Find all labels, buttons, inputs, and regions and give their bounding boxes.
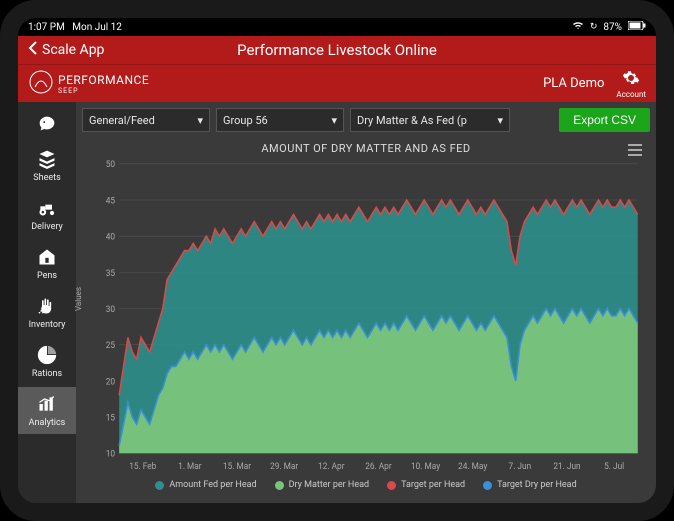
- svg-text:15. Feb: 15. Feb: [129, 462, 156, 472]
- battery-percent: 87%: [603, 22, 622, 33]
- sidebar-item-label: Analytics: [29, 418, 66, 428]
- logo: PERFORMANCE SEEP: [28, 69, 149, 99]
- logo-icon: [28, 69, 54, 99]
- svg-text:10: 10: [106, 449, 115, 459]
- status-bar: 1:07 PM Mon Jul 12 ↻ 87%: [18, 18, 656, 36]
- svg-text:5. Jul: 5. Jul: [604, 462, 624, 472]
- filter-group-select[interactable]: Group 56 ▾: [216, 108, 344, 132]
- wifi-icon: [572, 21, 584, 33]
- svg-text:10. May: 10. May: [411, 462, 441, 472]
- svg-text:7. Jun: 7. Jun: [509, 462, 532, 472]
- account-label: Account: [616, 90, 646, 99]
- chart-title: AMOUNT OF DRY MATTER AND AS FED: [86, 142, 646, 155]
- tablet-frame: 1:07 PM Mon Jul 12 ↻ 87% Scale App Perfo…: [0, 0, 674, 521]
- sidebar: Sheets Delivery Pens Inventory Rations Analyt…: [18, 102, 76, 503]
- barn-icon: [34, 246, 60, 268]
- sidebar-item-analytics[interactable]: Analytics: [18, 387, 76, 434]
- gear-icon: [622, 69, 640, 89]
- caret-down-icon: ▾: [497, 114, 503, 127]
- sidebar-item-label: Delivery: [31, 222, 63, 232]
- legend-label: Target per Head: [401, 480, 465, 490]
- svg-text:35: 35: [106, 268, 115, 278]
- pig-icon: [34, 112, 60, 134]
- sidebar-item-pens[interactable]: Pens: [18, 240, 76, 287]
- svg-text:45: 45: [106, 196, 115, 206]
- sidebar-item-label: Pens: [37, 271, 57, 281]
- sidebar-item-label: Inventory: [29, 320, 66, 330]
- legend-item-dry-matter[interactable]: Dry Matter per Head: [275, 480, 370, 490]
- sidebar-item-label: Rations: [32, 369, 62, 379]
- legend-item-target[interactable]: Target per Head: [387, 480, 465, 490]
- caret-down-icon: ▾: [331, 114, 337, 127]
- chart-ylabel: Values: [74, 287, 83, 311]
- sheets-icon: [34, 148, 60, 170]
- orientation-lock-icon: ↻: [590, 22, 598, 32]
- tractor-icon: [34, 197, 60, 219]
- back-label: Scale App: [42, 42, 104, 58]
- filter-category-select[interactable]: General/Feed ▾: [82, 108, 210, 132]
- sidebar-item-rations[interactable]: Rations: [18, 338, 76, 385]
- account-button[interactable]: Account: [616, 69, 646, 99]
- logo-text: PERFORMANCE: [58, 73, 149, 87]
- legend-label: Dry Matter per Head: [289, 480, 370, 490]
- svg-text:21. Jun: 21. Jun: [553, 462, 580, 472]
- export-csv-button[interactable]: Export CSV: [559, 108, 650, 132]
- svg-text:40: 40: [106, 232, 115, 242]
- legend-swatch: [483, 481, 492, 490]
- svg-text:26. Apr: 26. Apr: [365, 462, 391, 472]
- logo-subtext: SEEP: [58, 87, 149, 95]
- legend-label: Target Dry per Head: [497, 480, 577, 490]
- sidebar-item-sheets[interactable]: Sheets: [18, 142, 76, 189]
- filter-metric-value: Dry Matter & As Fed (p: [357, 114, 467, 127]
- filter-group-value: Group 56: [223, 114, 268, 127]
- legend-swatch: [275, 481, 284, 490]
- app-title: Performance Livestock Online: [18, 41, 656, 59]
- subheader: PERFORMANCE SEEP PLA Demo Account: [18, 64, 656, 102]
- svg-text:12. Apr: 12. Apr: [318, 462, 344, 472]
- pie-icon: [34, 344, 60, 366]
- sidebar-item-label: Sheets: [33, 173, 60, 183]
- back-button[interactable]: Scale App: [28, 41, 104, 59]
- svg-text:29. Mar: 29. Mar: [270, 462, 298, 472]
- status-date: Mon Jul 12: [72, 22, 122, 33]
- chart-menu-icon[interactable]: [628, 144, 642, 156]
- chevron-left-icon: [28, 41, 38, 59]
- chart-svg: 10 15 20 25 30 35 40 45 50 15. Feb 1. Mar 15. Mar 29…: [86, 157, 646, 476]
- status-time: 1:07 PM: [28, 22, 65, 33]
- legend-label: Amount Fed per Head: [169, 480, 256, 490]
- filter-category-value: General/Feed: [89, 114, 155, 127]
- svg-text:20: 20: [106, 377, 115, 387]
- sidebar-item-inventory[interactable]: Inventory: [18, 289, 76, 336]
- svg-text:15: 15: [106, 413, 115, 423]
- svg-text:24. May: 24. May: [458, 462, 488, 472]
- sidebar-item-pig[interactable]: [18, 106, 76, 140]
- svg-text:50: 50: [106, 160, 115, 170]
- legend-swatch: [387, 481, 396, 490]
- svg-text:1. Mar: 1. Mar: [178, 462, 201, 472]
- filter-bar: General/Feed ▾ Group 56 ▾ Dry Matter & A…: [76, 102, 656, 138]
- svg-text:25: 25: [106, 341, 115, 351]
- hand-icon: [34, 295, 60, 317]
- filter-metric-select[interactable]: Dry Matter & As Fed (p ▾: [350, 108, 510, 132]
- legend-item-target-dry[interactable]: Target Dry per Head: [483, 480, 577, 490]
- chart-panel: AMOUNT OF DRY MATTER AND AS FED Values 1…: [76, 138, 656, 503]
- svg-text:30: 30: [106, 305, 115, 315]
- chart-icon: [34, 393, 60, 415]
- svg-text:15. Mar: 15. Mar: [223, 462, 251, 472]
- export-csv-label: Export CSV: [573, 113, 636, 127]
- user-label[interactable]: PLA Demo: [543, 76, 604, 91]
- content-area: General/Feed ▾ Group 56 ▾ Dry Matter & A…: [76, 102, 656, 503]
- legend-item-amount-fed[interactable]: Amount Fed per Head: [155, 480, 256, 490]
- sidebar-item-delivery[interactable]: Delivery: [18, 191, 76, 238]
- battery-icon: [628, 21, 646, 33]
- legend-swatch: [155, 481, 164, 490]
- caret-down-icon: ▾: [197, 114, 203, 127]
- chart-legend: Amount Fed per Head Dry Matter per Head Ta…: [86, 476, 646, 492]
- header: Scale App Performance Livestock Online: [18, 36, 656, 64]
